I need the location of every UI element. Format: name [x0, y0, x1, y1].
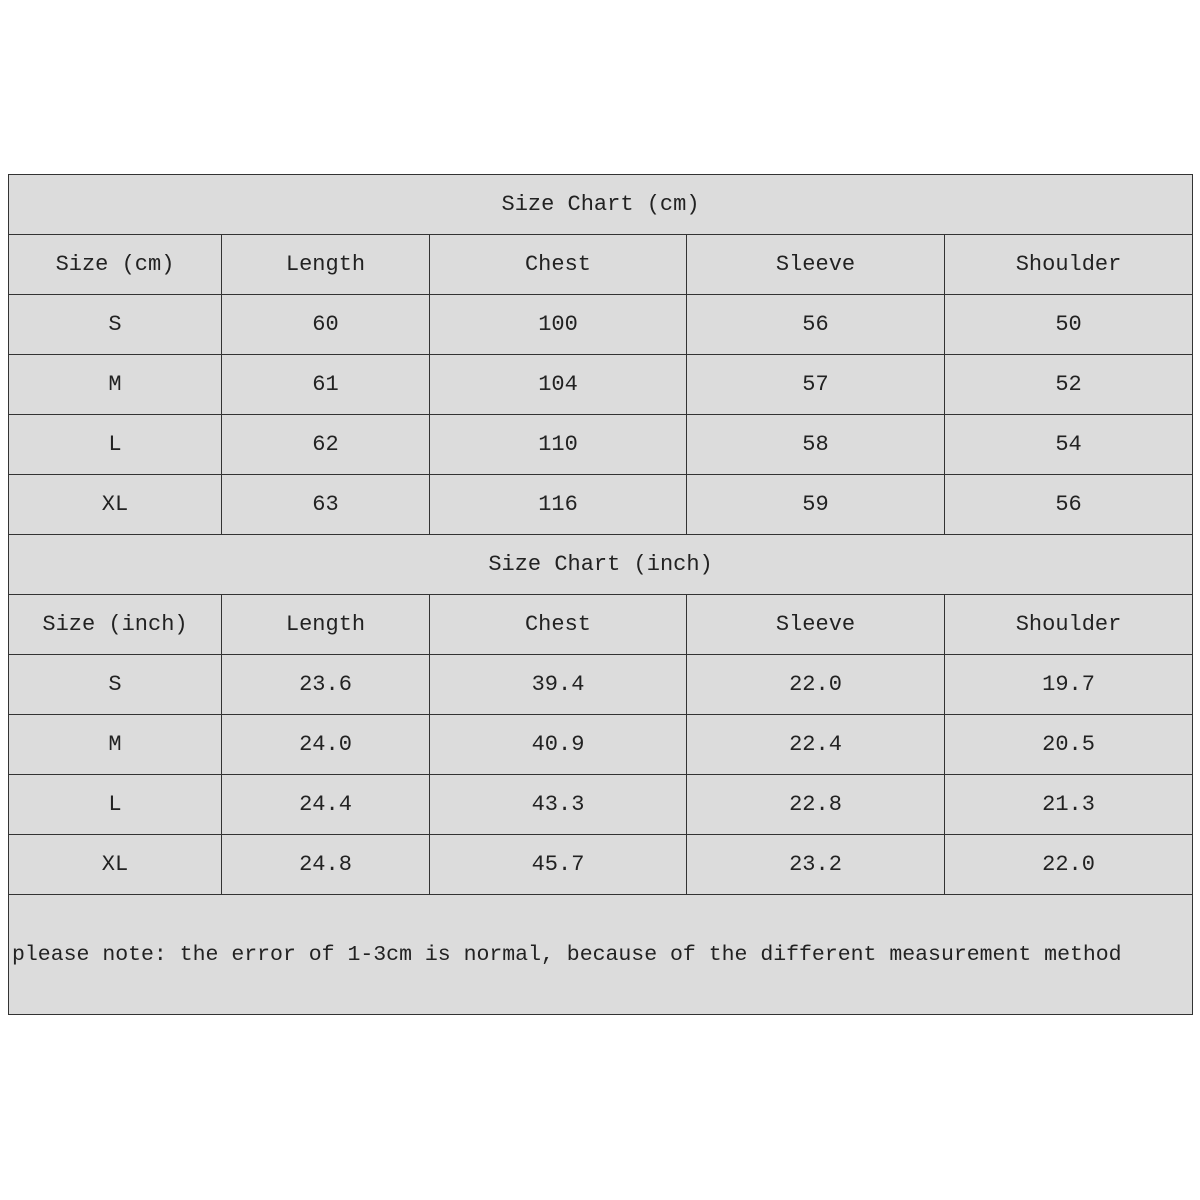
table-row: XL 24.8 45.7 23.2 22.0: [8, 834, 1194, 895]
table-row: Size Chart (inch): [7, 534, 1194, 595]
header-cell: Sleeve: [686, 234, 945, 295]
table-row: L 24.4 43.3 22.8 21.3: [8, 774, 1194, 835]
table-title: Size Chart (cm): [7, 174, 1194, 235]
table-row: XL 63 116 59 56: [8, 474, 1194, 535]
value-cell: 58: [686, 414, 945, 475]
value-cell: 22.8: [686, 774, 945, 835]
header-cell: Size (cm): [8, 234, 222, 295]
header-cell: Chest: [429, 234, 687, 295]
value-cell: 19.7: [943, 654, 1194, 715]
value-cell: 100: [429, 294, 687, 355]
table-row: L 62 110 58 54: [8, 414, 1194, 475]
size-cell: M: [8, 354, 222, 415]
header-cell: Shoulder: [943, 234, 1194, 295]
value-cell: 22.0: [686, 654, 945, 715]
value-cell: 24.4: [221, 774, 430, 835]
value-cell: 45.7: [429, 834, 687, 895]
table-row: S 23.6 39.4 22.0 19.7: [8, 654, 1194, 715]
value-cell: 60: [221, 294, 430, 355]
table-row: Size (cm) Length Chest Sleeve Shoulder: [8, 234, 1194, 295]
table-row: S 60 100 56 50: [8, 294, 1194, 355]
table-row: please note: the error of 1-3cm is norma…: [7, 894, 1194, 1015]
value-cell: 23.2: [686, 834, 945, 895]
table-row: M 61 104 57 52: [8, 354, 1194, 415]
size-table: Size Chart (cm) Size (cm) Length Chest Sleev…: [7, 174, 1194, 1015]
value-cell: 21.3: [943, 774, 1194, 835]
value-cell: 116: [429, 474, 687, 535]
size-cell: L: [8, 774, 222, 835]
value-cell: 110: [429, 414, 687, 475]
size-cell: S: [8, 294, 222, 355]
note: please note: the error of 1-3cm is norma…: [7, 894, 1194, 1015]
table-row: Size Chart (cm): [7, 174, 1194, 235]
table-title: Size Chart (inch): [7, 534, 1194, 595]
value-cell: 56: [943, 474, 1194, 535]
header-cell: Length: [221, 594, 430, 655]
value-cell: 63: [221, 474, 430, 535]
size-cell: L: [8, 414, 222, 475]
header-cell: Shoulder: [943, 594, 1194, 655]
header-cell: Size (inch): [8, 594, 222, 655]
value-cell: 59: [686, 474, 945, 535]
value-cell: 104: [429, 354, 687, 415]
value-cell: 22.4: [686, 714, 945, 775]
value-cell: 62: [221, 414, 430, 475]
table-row: Size (inch) Length Chest Sleeve Shoulder: [8, 594, 1194, 655]
value-cell: 57: [686, 354, 945, 415]
table-body: Size Chart (cm) Size (cm) Length Chest Sleev…: [7, 174, 1194, 1015]
value-cell: 23.6: [221, 654, 430, 715]
value-cell: 50: [943, 294, 1194, 355]
value-cell: 24.0: [221, 714, 430, 775]
size-cell: M: [8, 714, 222, 775]
value-cell: 52: [943, 354, 1194, 415]
table-row: M 24.0 40.9 22.4 20.5: [8, 714, 1194, 775]
value-cell: 61: [221, 354, 430, 415]
value-cell: 43.3: [429, 774, 687, 835]
size-cell: XL: [8, 474, 222, 535]
value-cell: 20.5: [943, 714, 1194, 775]
header-cell: Chest: [429, 594, 687, 655]
value-cell: 39.4: [429, 654, 687, 715]
header-cell: Length: [221, 234, 430, 295]
value-cell: 22.0: [943, 834, 1194, 895]
value-cell: 24.8: [221, 834, 430, 895]
value-cell: 54: [943, 414, 1194, 475]
size-cell: S: [8, 654, 222, 715]
size-cell: XL: [8, 834, 222, 895]
value-cell: 56: [686, 294, 945, 355]
header-cell: Sleeve: [686, 594, 945, 655]
value-cell: 40.9: [429, 714, 687, 775]
